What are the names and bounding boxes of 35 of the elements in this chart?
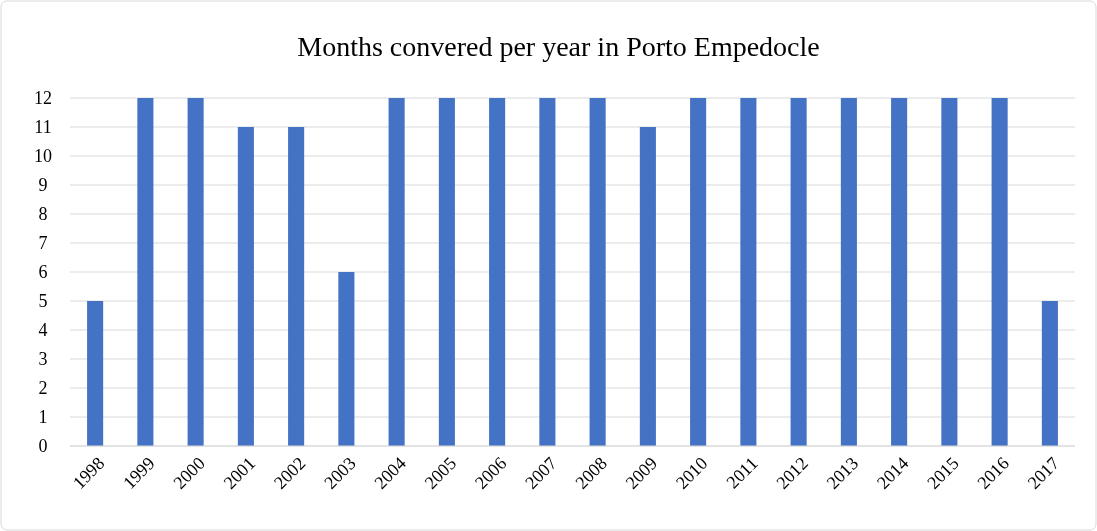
- y-tick-label: 10: [34, 146, 52, 167]
- y-tick-label: 9: [38, 175, 48, 196]
- y-tick-label: 6: [38, 262, 48, 283]
- y-tick-label: 11: [34, 117, 52, 138]
- bar: [740, 98, 757, 446]
- chart-title: Months convered per year in Porto Empedocle: [297, 31, 820, 62]
- x-tick-label: 2011: [722, 453, 762, 493]
- bar: [288, 127, 305, 446]
- y-tick-label: 2: [38, 378, 48, 399]
- bar: [539, 98, 556, 446]
- bar: [589, 98, 606, 446]
- bar: [237, 127, 254, 446]
- y-tick-label: 1: [38, 407, 48, 428]
- y-tick-label: 8: [38, 204, 48, 225]
- y-tick-label: 12: [34, 88, 52, 109]
- bar: [790, 98, 807, 446]
- y-tick-label: 7: [38, 233, 48, 254]
- bar: [388, 98, 405, 446]
- y-tick-label: 0: [38, 436, 48, 457]
- bar: [338, 272, 355, 446]
- bar: [639, 127, 656, 446]
- y-tick-label: 4: [38, 320, 48, 341]
- bar: [690, 98, 707, 446]
- bar: [991, 98, 1008, 446]
- bar: [137, 98, 154, 446]
- bar: [489, 98, 506, 446]
- y-tick-label: 5: [38, 291, 48, 312]
- y-tick-label: 3: [38, 349, 48, 370]
- bar: [187, 98, 204, 446]
- bar: [1041, 301, 1058, 446]
- bar: [891, 98, 908, 446]
- bar: [941, 98, 958, 446]
- bar: [438, 98, 455, 446]
- bar: [840, 98, 857, 446]
- bar: [87, 301, 104, 446]
